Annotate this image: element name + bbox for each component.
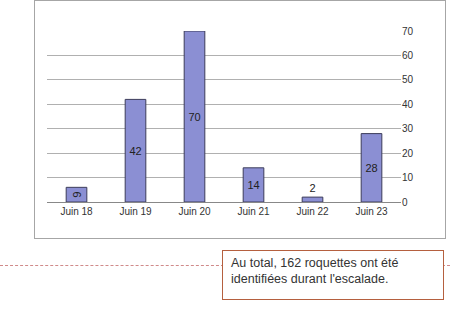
html-text:Au total, 162 roquettes ont ét: Au total, 162 roquettes ont été identifi… <box>231 256 399 286</box>
svg-text:Juin 19: Juin 19 <box>119 206 152 217</box>
svg-text:50: 50 <box>402 74 414 85</box>
svg-text:Juin 18: Juin 18 <box>60 206 93 217</box>
svg-text:70: 70 <box>188 111 200 123</box>
svg-text:20: 20 <box>402 148 414 159</box>
svg-text:28: 28 <box>365 162 377 174</box>
svg-text:70: 70 <box>402 26 414 37</box>
svg-text:Juin 22: Juin 22 <box>296 206 329 217</box>
svg-text:Juin 23: Juin 23 <box>355 206 388 217</box>
svg-text:40: 40 <box>402 99 414 110</box>
svg-text:6: 6 <box>71 192 83 198</box>
svg-text:30: 30 <box>402 123 414 134</box>
svg-text:42: 42 <box>129 145 141 157</box>
svg-text:10: 10 <box>402 172 414 183</box>
svg-text:14: 14 <box>247 179 259 191</box>
svg-text:2: 2 <box>309 182 315 194</box>
svg-text:Juin 21: Juin 21 <box>237 206 270 217</box>
svg-text:Juin 20: Juin 20 <box>178 206 211 217</box>
svg-text:0: 0 <box>402 197 408 208</box>
svg-text:60: 60 <box>402 50 414 61</box>
